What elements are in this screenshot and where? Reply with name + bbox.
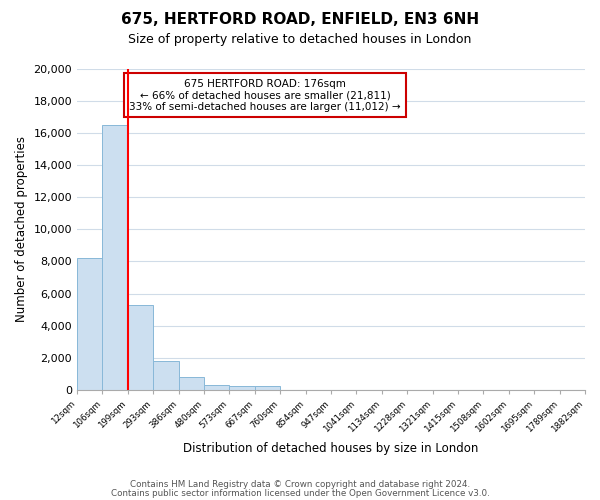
Bar: [153, 361, 179, 390]
Bar: [229, 386, 255, 390]
Text: Contains public sector information licensed under the Open Government Licence v3: Contains public sector information licen…: [110, 488, 490, 498]
Text: Contains HM Land Registry data © Crown copyright and database right 2024.: Contains HM Land Registry data © Crown c…: [130, 480, 470, 489]
Bar: [77, 258, 103, 390]
Text: 675, HERTFORD ROAD, ENFIELD, EN3 6NH: 675, HERTFORD ROAD, ENFIELD, EN3 6NH: [121, 12, 479, 28]
X-axis label: Distribution of detached houses by size in London: Distribution of detached houses by size …: [184, 442, 479, 455]
Y-axis label: Number of detached properties: Number of detached properties: [15, 136, 28, 322]
Text: 675 HERTFORD ROAD: 176sqm
← 66% of detached houses are smaller (21,811)
33% of s: 675 HERTFORD ROAD: 176sqm ← 66% of detac…: [129, 78, 401, 112]
Bar: [103, 125, 128, 390]
Bar: [204, 385, 229, 390]
Bar: [128, 304, 153, 390]
Bar: [179, 377, 204, 390]
Bar: [255, 386, 280, 390]
Text: Size of property relative to detached houses in London: Size of property relative to detached ho…: [128, 32, 472, 46]
